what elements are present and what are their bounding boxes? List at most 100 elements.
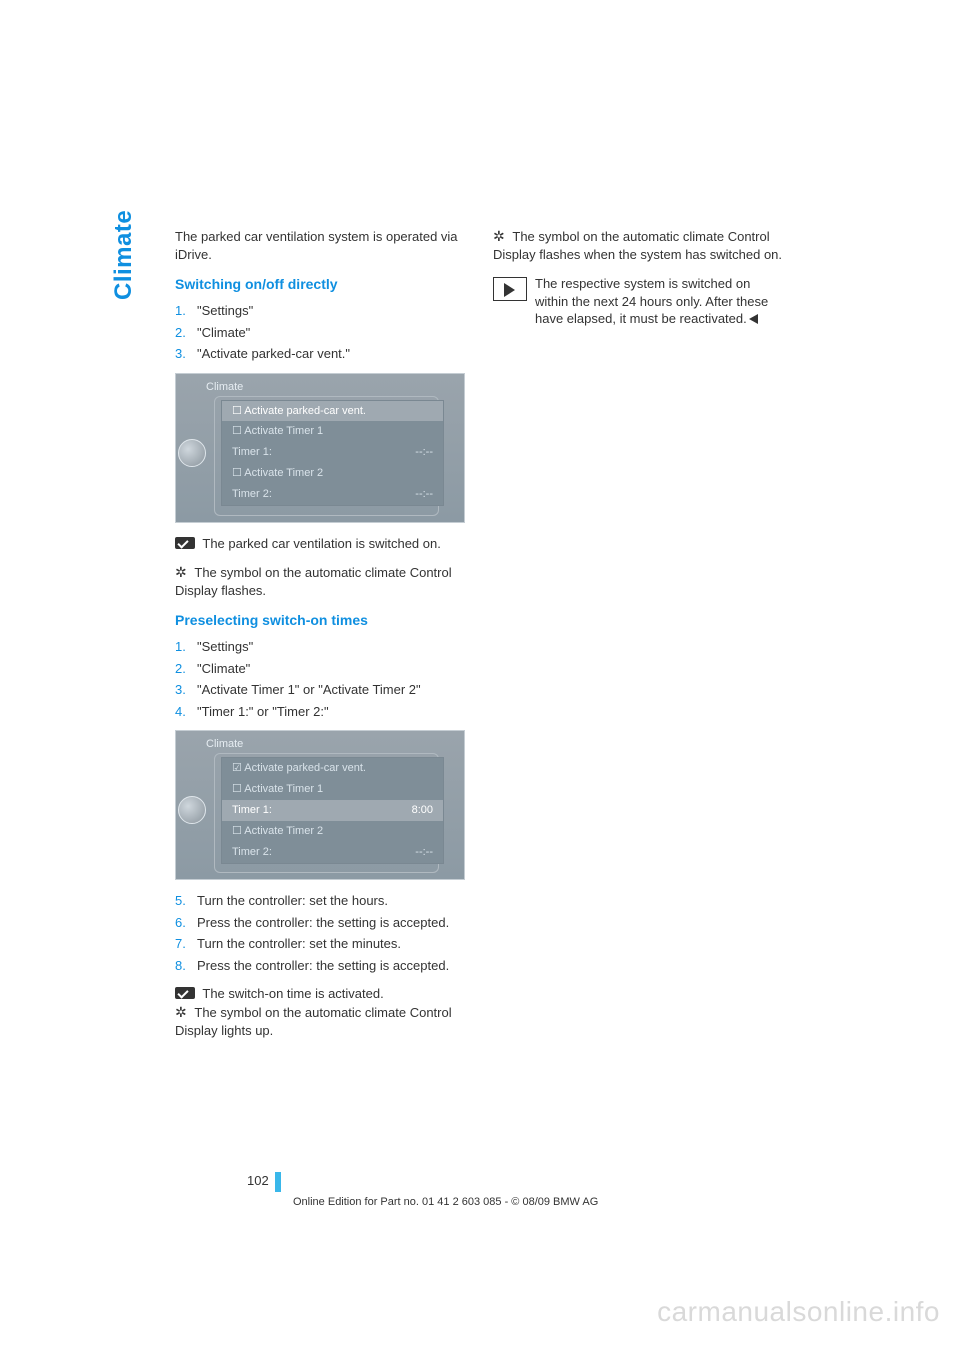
page-number-block: 102 bbox=[247, 1172, 281, 1192]
list-preselect-b: 5.Turn the controller: set the hours. 6.… bbox=[175, 892, 465, 974]
screenshot-header: Climate bbox=[206, 737, 243, 752]
menu-row: Timer 2: --:-- bbox=[222, 484, 443, 505]
list-text: "Climate" bbox=[197, 660, 465, 678]
fan-icon bbox=[493, 229, 507, 243]
end-marker-icon bbox=[749, 314, 758, 324]
list-number: 4. bbox=[175, 703, 197, 721]
list-number: 2. bbox=[175, 324, 197, 342]
list-item: 3."Activate parked-car vent." bbox=[175, 345, 465, 363]
heading-switching: Switching on/off directly bbox=[175, 275, 465, 294]
idrive-screenshot-2: Climate ☑ Activate parked-car vent. ☐ Ac… bbox=[175, 730, 465, 880]
menu-row: ☐ Activate Timer 1 bbox=[222, 779, 443, 800]
list-text: "Climate" bbox=[197, 324, 465, 342]
list-item: 3."Activate Timer 1" or "Activate Timer … bbox=[175, 681, 465, 699]
right-column: The symbol on the automatic climate Cont… bbox=[493, 228, 783, 1051]
note-text: The respective system is switched on wit… bbox=[535, 276, 768, 326]
checkbox-icon bbox=[175, 987, 195, 999]
page-number: 102 bbox=[247, 1172, 269, 1188]
list-text: "Activate parked-car vent." bbox=[197, 345, 465, 363]
status-line: The parked car ventilation is switched o… bbox=[175, 535, 465, 553]
list-item: 8.Press the controller: the setting is a… bbox=[175, 957, 465, 975]
checkbox-icon bbox=[175, 537, 195, 549]
watermark: carmanualsonline.info bbox=[657, 1296, 940, 1328]
list-text: "Settings" bbox=[197, 302, 465, 320]
list-text: Press the controller: the setting is acc… bbox=[197, 914, 465, 932]
menu-label: ☐ Activate parked-car vent. bbox=[232, 404, 366, 419]
list-item: 1."Settings" bbox=[175, 638, 465, 656]
list-text: Turn the controller: set the hours. bbox=[197, 892, 465, 910]
menu-label: ☐ Activate Timer 2 bbox=[232, 466, 323, 481]
list-preselect-a: 1."Settings" 2."Climate" 3."Activate Tim… bbox=[175, 638, 465, 720]
menu-row: ☐ Activate Timer 2 bbox=[222, 821, 443, 842]
list-number: 1. bbox=[175, 638, 197, 656]
left-column: The parked car ventilation system is ope… bbox=[175, 228, 465, 1051]
page-number-bar bbox=[275, 1172, 281, 1192]
list-number: 3. bbox=[175, 345, 197, 363]
list-number: 5. bbox=[175, 892, 197, 910]
menu-label: ☐ Activate Timer 2 bbox=[232, 824, 323, 839]
menu-label: Timer 1: bbox=[232, 445, 272, 460]
status-line: The symbol on the automatic climate Cont… bbox=[493, 228, 783, 263]
list-number: 8. bbox=[175, 957, 197, 975]
menu-value: --:-- bbox=[415, 487, 433, 502]
menu-label: ☐ Activate Timer 1 bbox=[232, 424, 323, 439]
menu-row: ☐ Activate Timer 2 bbox=[222, 463, 443, 484]
status-text: The parked car ventilation is switched o… bbox=[199, 536, 441, 551]
screenshot-menu: ☑ Activate parked-car vent. ☐ Activate T… bbox=[221, 757, 444, 863]
page: Climate The parked car ventilation syste… bbox=[0, 0, 960, 1358]
screenshot-menu: ☐ Activate parked-car vent. ☐ Activate T… bbox=[221, 400, 444, 506]
list-item: 4."Timer 1:" or "Timer 2:" bbox=[175, 703, 465, 721]
section-side-label: Climate bbox=[110, 210, 138, 300]
screenshot-header: Climate bbox=[206, 380, 243, 395]
menu-label: ☐ Activate Timer 1 bbox=[232, 782, 323, 797]
menu-value: --:-- bbox=[415, 445, 433, 460]
list-item: 2."Climate" bbox=[175, 660, 465, 678]
heading-preselect: Preselecting switch-on times bbox=[175, 611, 465, 630]
status-text: The symbol on the automatic climate Cont… bbox=[175, 1005, 452, 1038]
list-text: "Settings" bbox=[197, 638, 465, 656]
list-switching: 1."Settings" 2."Climate" 3."Activate par… bbox=[175, 302, 465, 363]
status-text: The symbol on the automatic climate Cont… bbox=[493, 229, 782, 262]
status-line: The symbol on the automatic climate Cont… bbox=[175, 564, 465, 599]
list-text: "Activate Timer 1" or "Activate Timer 2" bbox=[197, 681, 465, 699]
content-columns: The parked car ventilation system is ope… bbox=[175, 228, 900, 1051]
fan-icon bbox=[175, 1005, 189, 1019]
list-number: 7. bbox=[175, 935, 197, 953]
fan-icon bbox=[175, 565, 189, 579]
list-item: 6.Press the controller: the setting is a… bbox=[175, 914, 465, 932]
idrive-screenshot-1: Climate ☐ Activate parked-car vent. ☐ Ac… bbox=[175, 373, 465, 523]
status-line: The symbol on the automatic climate Cont… bbox=[175, 1004, 465, 1039]
menu-row: ☐ Activate Timer 1 bbox=[222, 421, 443, 442]
menu-label: Timer 2: bbox=[232, 845, 272, 860]
list-item: 2."Climate" bbox=[175, 324, 465, 342]
menu-row: Timer 2: --:-- bbox=[222, 842, 443, 863]
list-item: 7.Turn the controller: set the minutes. bbox=[175, 935, 465, 953]
list-number: 6. bbox=[175, 914, 197, 932]
controller-knob-icon bbox=[178, 796, 206, 824]
controller-knob-icon bbox=[178, 439, 206, 467]
menu-label: Timer 1: bbox=[232, 803, 272, 818]
list-number: 1. bbox=[175, 302, 197, 320]
status-line: The switch-on time is activated. bbox=[175, 985, 465, 1003]
menu-row: ☐ Activate parked-car vent. bbox=[222, 401, 443, 422]
intro-paragraph: The parked car ventilation system is ope… bbox=[175, 228, 465, 263]
list-item: 1."Settings" bbox=[175, 302, 465, 320]
list-number: 2. bbox=[175, 660, 197, 678]
menu-row: Timer 1: 8:00 bbox=[222, 800, 443, 821]
footer-line: Online Edition for Part no. 01 41 2 603 … bbox=[293, 1196, 598, 1208]
menu-label: Timer 2: bbox=[232, 487, 272, 502]
menu-value: --:-- bbox=[415, 845, 433, 860]
menu-label: ☑ Activate parked-car vent. bbox=[232, 761, 366, 776]
note-play-icon bbox=[493, 277, 527, 301]
list-text: Turn the controller: set the minutes. bbox=[197, 935, 465, 953]
note-box: The respective system is switched on wit… bbox=[493, 275, 783, 328]
status-text: The switch-on time is activated. bbox=[199, 986, 384, 1001]
list-text: "Timer 1:" or "Timer 2:" bbox=[197, 703, 465, 721]
list-text: Press the controller: the setting is acc… bbox=[197, 957, 465, 975]
list-number: 3. bbox=[175, 681, 197, 699]
menu-row: ☑ Activate parked-car vent. bbox=[222, 758, 443, 779]
menu-row: Timer 1: --:-- bbox=[222, 442, 443, 463]
status-text: The symbol on the automatic climate Cont… bbox=[175, 565, 452, 598]
list-item: 5.Turn the controller: set the hours. bbox=[175, 892, 465, 910]
menu-value: 8:00 bbox=[412, 803, 433, 818]
